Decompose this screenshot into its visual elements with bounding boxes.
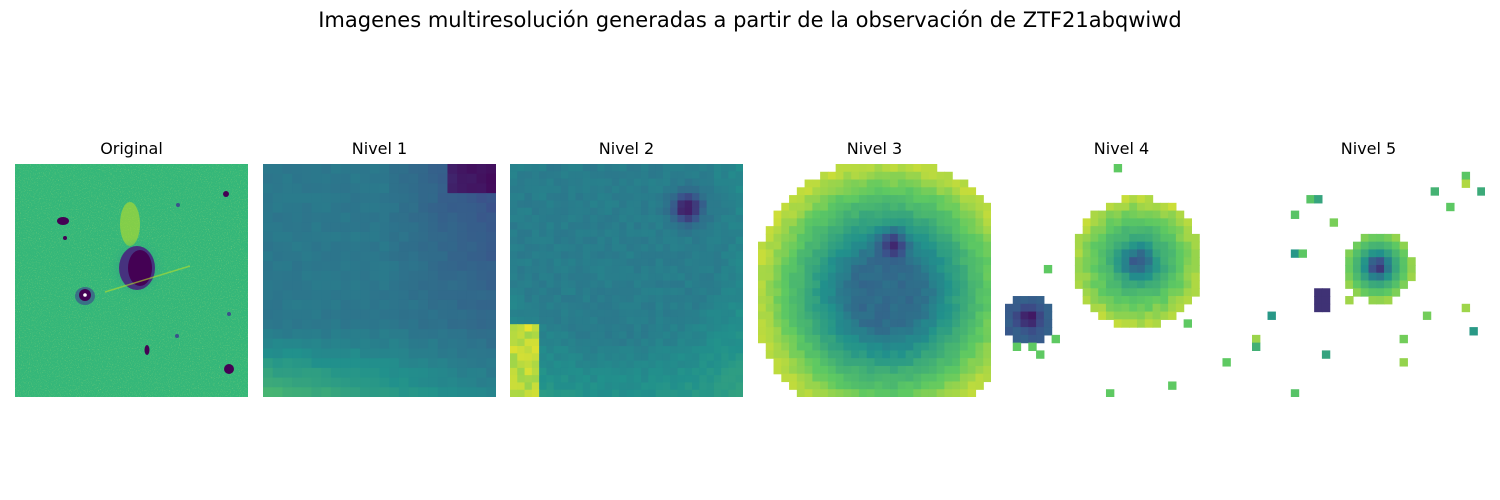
- panel-title: Nivel 1: [351, 139, 408, 158]
- figure-title: Imagenes multiresolución generadas a par…: [318, 8, 1182, 32]
- nivel-4-image: [1005, 164, 1238, 397]
- nivel-5-image: [1252, 164, 1485, 397]
- panel-nivel-1: Nivel 1: [263, 138, 496, 397]
- panel-nivel-2: Nivel 2: [510, 138, 743, 397]
- panel-original: Original: [15, 138, 248, 397]
- nivel-3-image: [758, 164, 991, 397]
- nivel-1-image: [263, 164, 496, 397]
- original-image: [15, 164, 248, 397]
- panel-title: Nivel 4: [1093, 139, 1150, 158]
- panel-title: Nivel 3: [846, 139, 903, 158]
- panel-title: Original: [100, 139, 163, 158]
- nivel-2-image: [510, 164, 743, 397]
- panel-nivel-3: Nivel 3: [758, 138, 991, 397]
- panel-title: Nivel 5: [1340, 139, 1397, 158]
- panel-title: Nivel 2: [598, 139, 655, 158]
- panel-nivel-5: Nivel 5: [1252, 138, 1485, 397]
- panel-nivel-4: Nivel 4: [1005, 138, 1238, 397]
